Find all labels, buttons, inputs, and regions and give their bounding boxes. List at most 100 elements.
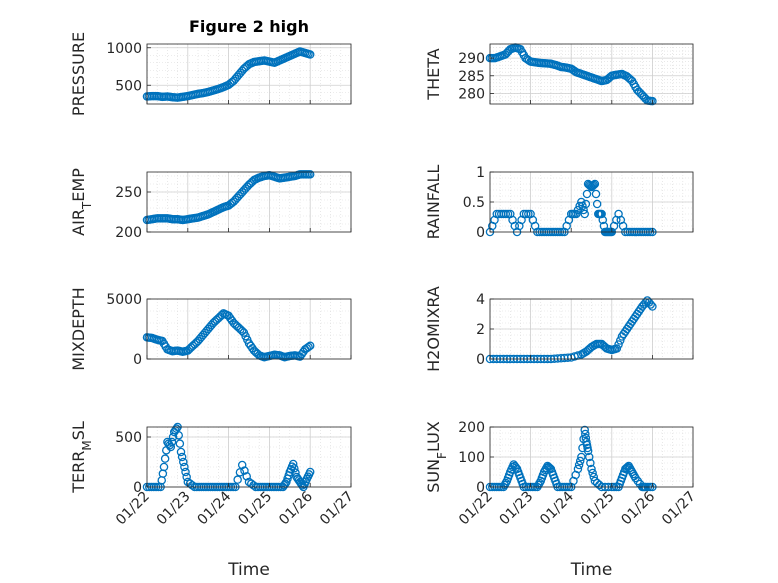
series-air_temp (142, 170, 315, 225)
x-axis-label: Time (570, 560, 613, 580)
y-tick-label: 0 (133, 480, 142, 496)
x-tick-label: 01/23 (497, 489, 537, 529)
y-tick-label: 0 (476, 225, 485, 241)
y-axis-label: RAINFALL (424, 165, 443, 240)
data-point (167, 437, 177, 447)
data-point (589, 180, 599, 190)
y-axis-label: SUNFLUX (424, 421, 449, 493)
axes-box (146, 298, 352, 360)
data-point (592, 199, 602, 209)
x-tick-label: 01/24 (195, 488, 235, 528)
data-point (573, 464, 583, 474)
y-tick-label: 1000 (106, 41, 142, 57)
data-point (179, 457, 188, 467)
panel-mixdepth: 0 5000 MIXDEPTH (69, 287, 352, 371)
data-point (160, 454, 170, 463)
y-tick-label: 1 (476, 165, 485, 181)
data-point (575, 456, 585, 466)
y-tick-label: 0 (476, 480, 485, 496)
data-point (158, 469, 168, 478)
data-point (598, 215, 608, 225)
axes-box (489, 43, 694, 105)
series-mixdepth (142, 309, 315, 362)
data-point (588, 181, 597, 191)
x-tick-label: 01/23 (154, 489, 194, 529)
data-point (597, 209, 606, 219)
panel-h2omixra: 0 2 4 H2OMIXRA (424, 286, 694, 372)
y-tick-label: 5000 (106, 292, 142, 308)
y-axis-label: TERRMSL (69, 421, 94, 494)
panel-air_temp: 200 250 AIRTEMP (69, 168, 352, 241)
data-point (177, 452, 187, 462)
data-point (240, 466, 249, 475)
data-point (233, 475, 242, 484)
data-point (237, 460, 247, 470)
data-point (157, 476, 166, 485)
data-point (588, 468, 597, 478)
x-tick-label: 01/26 (618, 488, 658, 528)
data-point (581, 199, 591, 209)
data-point (181, 467, 190, 477)
series-pressure (142, 47, 315, 102)
y-tick-label: 500 (115, 78, 142, 94)
data-point (577, 452, 586, 462)
x-tick-label: 01/25 (578, 489, 618, 529)
panel-pressure: 500 1000 PRESSURE Figure 2 high (69, 17, 352, 116)
data-point (511, 463, 521, 472)
data-point (305, 467, 315, 477)
panel-rainfall: 0 0.5 1 RAINFALL (424, 165, 694, 241)
x-axis-label: Time (227, 560, 270, 580)
data-point (582, 437, 591, 447)
data-point (582, 440, 592, 450)
data-point (174, 431, 183, 440)
x-tick-label: 01/26 (276, 488, 316, 528)
data-point (583, 443, 592, 453)
y-axis-label: MIXDEPTH (69, 287, 88, 370)
data-point (577, 197, 586, 207)
figure-title: Figure 2 high (189, 17, 309, 36)
y-tick-label: 280 (458, 86, 485, 102)
x-tick-label: 01/25 (235, 489, 275, 529)
data-point (595, 480, 604, 490)
x-tick-label: 01/27 (317, 489, 357, 529)
data-point (612, 344, 622, 353)
y-tick-label: 200 (115, 225, 142, 241)
data-point (305, 341, 315, 351)
data-point (305, 50, 315, 59)
data-point (182, 472, 191, 482)
data-point (159, 462, 169, 472)
axes-box (146, 43, 352, 105)
data-point (616, 336, 625, 345)
data-point (580, 209, 589, 219)
data-point (242, 472, 251, 481)
data-point (235, 468, 245, 477)
data-point (587, 464, 596, 474)
data-point (586, 458, 595, 468)
data-point (591, 189, 601, 199)
series-rainfall (485, 179, 657, 237)
y-tick-label: 285 (458, 69, 485, 85)
y-tick-label: 0 (476, 352, 485, 368)
data-point (574, 460, 584, 470)
data-point (584, 180, 594, 190)
data-point (584, 452, 594, 462)
data-point (590, 179, 600, 189)
axes-box (146, 426, 352, 488)
y-axis-label: PRESSURE (69, 32, 88, 116)
data-point (166, 442, 176, 452)
y-tick-label: 0 (133, 352, 142, 368)
data-point (304, 342, 313, 352)
y-tick-label: 0.5 (463, 195, 485, 211)
data-point (582, 189, 592, 199)
y-tick-label: 100 (458, 450, 485, 466)
data-point (180, 462, 189, 472)
series-sun_flux (485, 425, 657, 492)
y-tick-label: 4 (476, 292, 485, 308)
axes-box (146, 171, 352, 233)
data-point (622, 463, 631, 473)
x-tick-label: 01/27 (659, 489, 699, 529)
